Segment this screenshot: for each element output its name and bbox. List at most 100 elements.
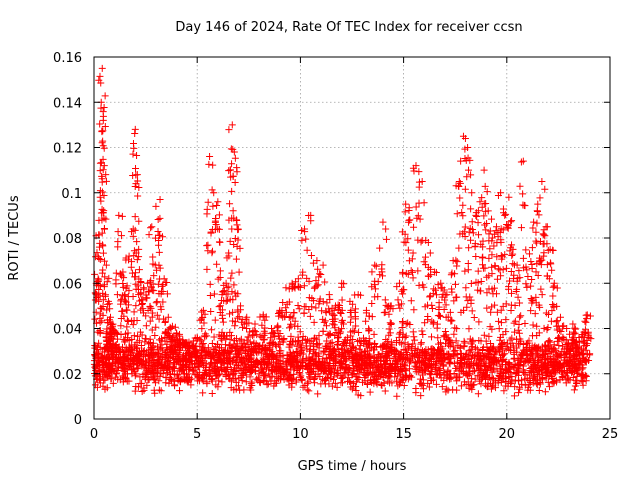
data-point xyxy=(441,296,449,304)
data-point xyxy=(117,300,125,308)
data-point xyxy=(231,154,239,162)
data-point xyxy=(379,374,387,382)
data-point-peak xyxy=(476,198,484,206)
data-point xyxy=(224,290,232,298)
data-point xyxy=(228,225,236,233)
data-point xyxy=(501,251,509,259)
data-point xyxy=(336,330,344,338)
data-point xyxy=(535,301,543,309)
data-point xyxy=(133,238,141,246)
data-point xyxy=(582,318,590,326)
data-point xyxy=(534,344,542,352)
data-point xyxy=(128,258,136,266)
data-point xyxy=(400,382,408,390)
data-point xyxy=(515,267,523,275)
data-point xyxy=(339,373,347,381)
data-point xyxy=(419,376,427,384)
data-point xyxy=(426,369,434,377)
data-point xyxy=(213,202,221,210)
data-point xyxy=(310,284,318,292)
data-point xyxy=(502,382,510,390)
data-point xyxy=(566,357,574,365)
data-point xyxy=(412,389,420,397)
data-point xyxy=(108,362,116,370)
data-point xyxy=(136,328,144,336)
data-point xyxy=(480,212,488,220)
data-point xyxy=(142,312,150,320)
data-point xyxy=(220,348,228,356)
data-point xyxy=(539,230,547,238)
data-point xyxy=(419,331,427,339)
data-point xyxy=(294,322,302,330)
data-point xyxy=(442,340,450,348)
data-point xyxy=(157,303,165,311)
data-point xyxy=(233,362,241,370)
data-point xyxy=(234,226,242,234)
data-point xyxy=(134,192,142,200)
data-point-peak xyxy=(513,261,521,269)
data-point xyxy=(222,373,230,381)
data-points xyxy=(90,64,595,400)
data-point xyxy=(226,166,234,174)
data-point xyxy=(216,302,224,310)
data-point xyxy=(163,352,171,360)
data-point xyxy=(407,267,415,275)
data-point xyxy=(488,374,496,382)
data-point xyxy=(244,333,252,341)
data-point xyxy=(224,350,232,358)
data-point xyxy=(197,337,205,345)
data-point xyxy=(541,388,549,396)
x-tick-label: 5 xyxy=(193,427,201,442)
data-point xyxy=(276,367,284,375)
data-point xyxy=(105,316,113,324)
data-point xyxy=(226,310,234,318)
data-point xyxy=(494,345,502,353)
data-point-peak xyxy=(402,200,410,208)
data-point xyxy=(228,187,236,195)
data-point xyxy=(490,230,498,238)
data-point xyxy=(486,245,494,253)
data-point xyxy=(274,374,282,382)
data-point xyxy=(481,264,489,272)
data-point xyxy=(288,341,296,349)
data-point-peak xyxy=(102,261,110,269)
data-point xyxy=(401,230,409,238)
data-point xyxy=(472,252,480,260)
data-point xyxy=(507,218,515,226)
data-point xyxy=(99,303,107,311)
data-point xyxy=(351,291,359,299)
data-point xyxy=(101,257,109,265)
data-point xyxy=(474,279,482,287)
data-point-peak xyxy=(99,116,107,124)
data-point xyxy=(300,309,308,317)
data-point xyxy=(98,229,106,237)
data-point xyxy=(414,345,422,353)
data-point xyxy=(223,347,231,355)
data-point xyxy=(446,375,454,383)
data-point xyxy=(365,327,373,335)
data-point xyxy=(107,375,115,383)
data-point xyxy=(209,345,217,353)
data-point xyxy=(313,352,321,360)
data-point xyxy=(186,343,193,351)
data-point xyxy=(305,294,313,302)
data-point xyxy=(130,332,138,340)
data-point xyxy=(321,377,329,385)
data-point xyxy=(453,365,461,373)
data-point xyxy=(312,358,320,366)
data-point xyxy=(114,228,122,236)
data-point xyxy=(206,372,214,380)
data-point xyxy=(349,300,357,308)
data-point xyxy=(112,269,120,277)
data-point xyxy=(451,270,459,278)
data-point xyxy=(321,278,329,286)
data-point xyxy=(422,362,430,370)
data-point xyxy=(393,377,401,385)
data-point xyxy=(508,217,516,225)
data-point xyxy=(434,281,442,289)
data-point xyxy=(230,281,238,289)
data-point xyxy=(214,340,222,348)
data-point xyxy=(416,375,424,383)
data-point xyxy=(447,375,455,383)
